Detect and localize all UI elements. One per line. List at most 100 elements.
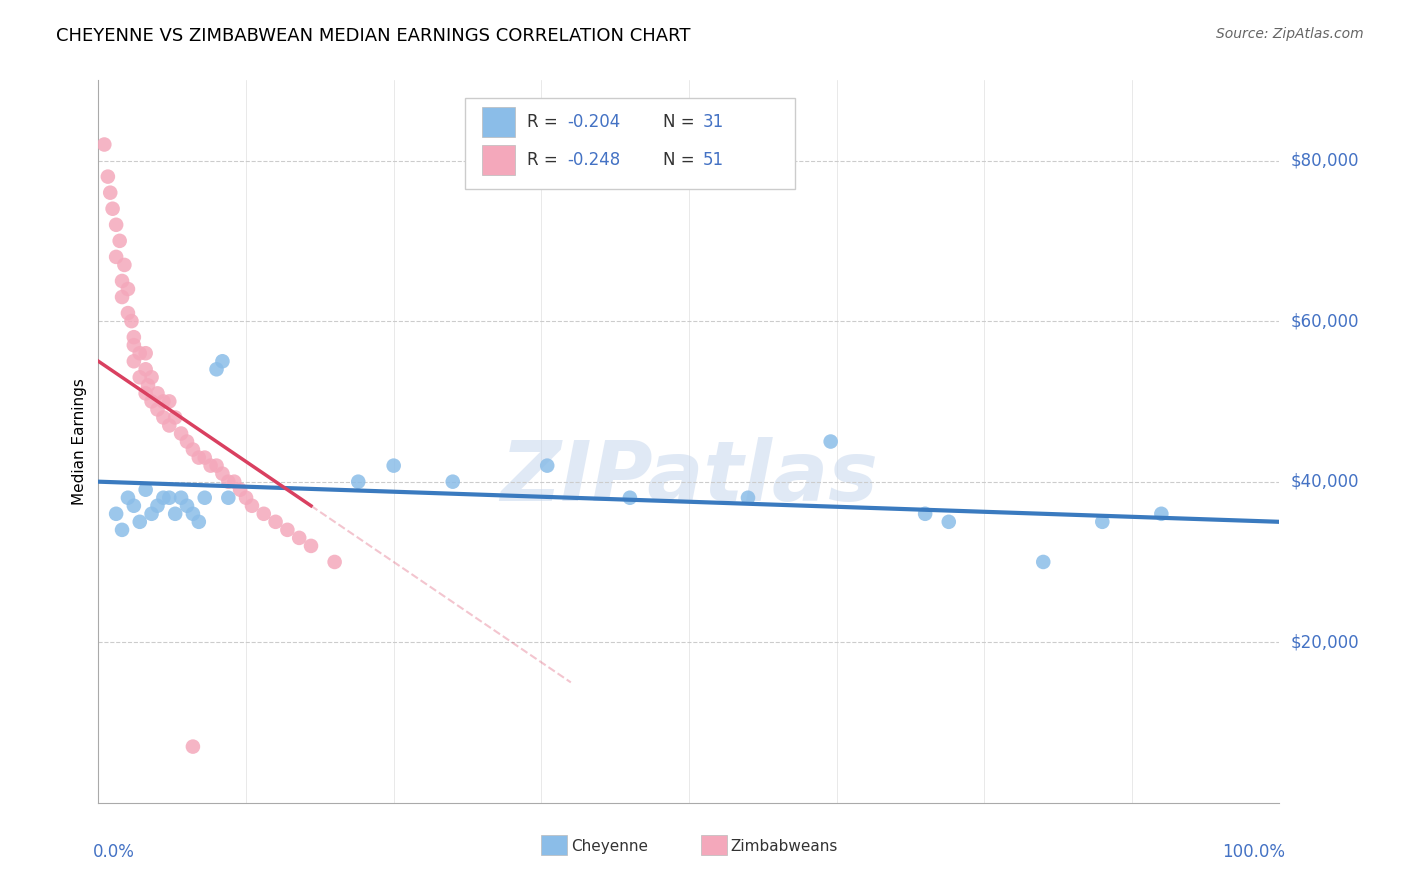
Point bbox=[157, 394, 180, 409]
Point bbox=[122, 354, 145, 368]
Point bbox=[205, 362, 228, 376]
Point bbox=[347, 475, 370, 489]
Point bbox=[211, 354, 233, 368]
Point bbox=[170, 426, 193, 441]
Point bbox=[117, 491, 139, 505]
Point bbox=[141, 394, 163, 409]
Point bbox=[224, 475, 246, 489]
Point bbox=[128, 346, 150, 360]
Text: N =: N = bbox=[664, 151, 700, 169]
Text: N =: N = bbox=[664, 112, 700, 131]
Point bbox=[235, 491, 257, 505]
Point bbox=[122, 330, 145, 344]
Text: Cheyenne: Cheyenne bbox=[571, 838, 648, 854]
Point bbox=[1091, 515, 1114, 529]
Point bbox=[217, 475, 239, 489]
Point bbox=[135, 362, 157, 376]
Point bbox=[240, 499, 263, 513]
Text: $60,000: $60,000 bbox=[1291, 312, 1360, 330]
Point bbox=[152, 410, 174, 425]
Point bbox=[441, 475, 464, 489]
FancyBboxPatch shape bbox=[482, 106, 516, 136]
Text: R =: R = bbox=[527, 112, 564, 131]
Point bbox=[205, 458, 228, 473]
Point bbox=[122, 338, 145, 352]
Point bbox=[141, 370, 163, 384]
Y-axis label: Median Earnings: Median Earnings bbox=[72, 378, 87, 505]
Point bbox=[111, 274, 134, 288]
Point bbox=[105, 507, 128, 521]
Point bbox=[914, 507, 936, 521]
Point bbox=[105, 218, 128, 232]
Text: $40,000: $40,000 bbox=[1291, 473, 1360, 491]
Point bbox=[181, 442, 204, 457]
Point bbox=[288, 531, 311, 545]
Point bbox=[264, 515, 287, 529]
Point bbox=[176, 434, 198, 449]
Point bbox=[141, 507, 163, 521]
Text: 0.0%: 0.0% bbox=[93, 843, 135, 861]
Text: 51: 51 bbox=[703, 151, 724, 169]
Point bbox=[1150, 507, 1173, 521]
Point bbox=[112, 258, 135, 272]
Point bbox=[135, 483, 157, 497]
Point bbox=[146, 499, 169, 513]
FancyBboxPatch shape bbox=[464, 98, 796, 189]
Point bbox=[111, 523, 134, 537]
Point bbox=[152, 394, 174, 409]
Point bbox=[105, 250, 128, 264]
Point bbox=[737, 491, 759, 505]
Text: CHEYENNE VS ZIMBABWEAN MEDIAN EARNINGS CORRELATION CHART: CHEYENNE VS ZIMBABWEAN MEDIAN EARNINGS C… bbox=[56, 27, 690, 45]
Point bbox=[152, 491, 174, 505]
Point bbox=[536, 458, 558, 473]
Text: R =: R = bbox=[527, 151, 564, 169]
Text: 100.0%: 100.0% bbox=[1222, 843, 1285, 861]
Point bbox=[101, 202, 124, 216]
Point bbox=[93, 137, 115, 152]
Point bbox=[299, 539, 322, 553]
Point bbox=[229, 483, 252, 497]
FancyBboxPatch shape bbox=[482, 145, 516, 175]
Point bbox=[217, 491, 239, 505]
Point bbox=[157, 418, 180, 433]
Text: -0.204: -0.204 bbox=[567, 112, 620, 131]
Point bbox=[382, 458, 405, 473]
Point bbox=[128, 515, 150, 529]
FancyBboxPatch shape bbox=[700, 835, 727, 855]
Point bbox=[135, 346, 157, 360]
FancyBboxPatch shape bbox=[541, 835, 567, 855]
Point bbox=[187, 515, 209, 529]
Point bbox=[276, 523, 298, 537]
Text: $80,000: $80,000 bbox=[1291, 152, 1360, 169]
Text: 31: 31 bbox=[703, 112, 724, 131]
Point bbox=[108, 234, 131, 248]
Point bbox=[200, 458, 222, 473]
Text: Zimbabweans: Zimbabweans bbox=[730, 838, 838, 854]
Point bbox=[194, 491, 217, 505]
Point bbox=[136, 378, 159, 392]
Point bbox=[146, 402, 169, 417]
Point bbox=[253, 507, 276, 521]
Point bbox=[135, 386, 157, 401]
Point bbox=[122, 499, 145, 513]
Text: -0.248: -0.248 bbox=[567, 151, 620, 169]
Point bbox=[128, 370, 150, 384]
Point bbox=[176, 499, 198, 513]
Point bbox=[165, 410, 187, 425]
Point bbox=[111, 290, 134, 304]
Point bbox=[187, 450, 209, 465]
Point bbox=[146, 386, 169, 401]
Point bbox=[820, 434, 842, 449]
Point bbox=[181, 739, 204, 754]
Point bbox=[117, 282, 139, 296]
Point bbox=[619, 491, 641, 505]
Point bbox=[170, 491, 193, 505]
Point bbox=[157, 491, 180, 505]
Point bbox=[323, 555, 346, 569]
Point bbox=[1032, 555, 1054, 569]
Text: Source: ZipAtlas.com: Source: ZipAtlas.com bbox=[1216, 27, 1364, 41]
Point bbox=[117, 306, 139, 320]
Point bbox=[181, 507, 204, 521]
Text: ZIPatlas: ZIPatlas bbox=[501, 437, 877, 518]
Point bbox=[98, 186, 121, 200]
